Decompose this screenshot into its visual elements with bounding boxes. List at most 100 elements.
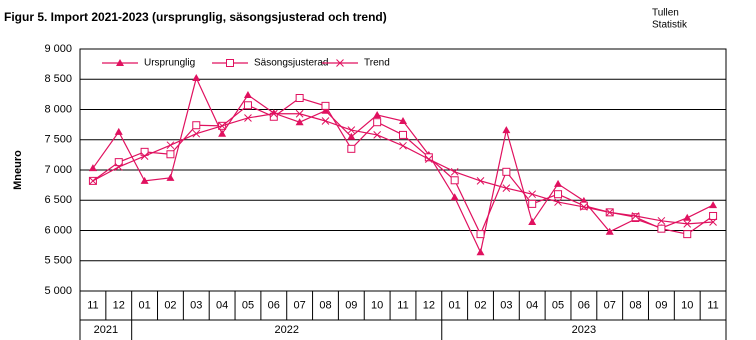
data-point: [347, 132, 356, 140]
data-point: [166, 150, 175, 159]
data-point: [502, 184, 511, 193]
data-point: [321, 101, 330, 110]
data-point: [450, 176, 459, 185]
legend-label: Ursprunglig: [144, 58, 195, 69]
data-point: [373, 118, 382, 127]
y-tick-label: 5 000: [44, 285, 72, 297]
x-tick-label: 11: [87, 299, 98, 311]
data-point: [502, 126, 511, 134]
x-tick-label: 03: [190, 299, 202, 311]
source: Tullen: [652, 8, 679, 19]
data-point: [140, 147, 149, 156]
data-point: [166, 173, 175, 181]
x-tick-label: 05: [552, 299, 564, 311]
x-tick-label: 12: [113, 299, 125, 311]
series-line: [92, 113, 714, 225]
data-point: [399, 130, 407, 139]
x-tick-label: 07: [604, 299, 616, 311]
y-tick-label: 6 000: [44, 224, 72, 236]
x-tick-label: 09: [345, 299, 357, 311]
x-tick-label: 06: [268, 299, 280, 311]
data-point: [244, 114, 252, 122]
data-point: [88, 164, 97, 172]
data-point: [89, 177, 97, 185]
x-tick-label: 02: [474, 299, 486, 311]
data-point: [192, 129, 201, 138]
y-tick-label: 6 500: [44, 194, 72, 206]
data-point: [683, 230, 692, 239]
data-point: [580, 203, 588, 211]
year-label: 2022: [274, 324, 298, 336]
x-tick-label: 12: [423, 299, 435, 311]
data-point: [683, 213, 692, 221]
data-point: [605, 208, 614, 217]
x-tick-label: 01: [449, 299, 461, 311]
x-tick-label: 05: [242, 299, 254, 311]
data-point: [657, 224, 666, 233]
data-point: [399, 141, 407, 150]
data-point: [373, 131, 382, 139]
data-point: [373, 110, 382, 118]
y-tick-label: 9 000: [44, 43, 72, 55]
x-tick-label: 10: [371, 299, 383, 311]
legend-marker: [226, 59, 234, 67]
y-tick-label: 7 500: [44, 134, 72, 146]
data-point: [424, 155, 433, 163]
y-tick-label: 7 000: [44, 164, 72, 176]
x-tick-label: 08: [629, 299, 641, 311]
data-point: [605, 227, 614, 235]
data-point: [554, 179, 563, 187]
data-point: [347, 144, 356, 153]
data-point: [631, 212, 640, 220]
data-point: [321, 117, 330, 125]
data-point: [450, 167, 459, 176]
x-tick-label: 06: [578, 299, 590, 311]
data-point: [166, 141, 175, 150]
data-point: [657, 216, 666, 225]
y-tick-label: 8 500: [44, 73, 72, 85]
series-line: [92, 76, 714, 255]
x-tick-label: 11: [707, 299, 718, 311]
data-point: [114, 163, 123, 171]
source: Statistik: [652, 20, 688, 31]
data-point: [269, 109, 278, 118]
data-point: [114, 127, 123, 135]
data-point: [579, 201, 588, 210]
legend-marker: [336, 59, 344, 67]
x-tick-label: 08: [319, 299, 331, 311]
x-tick-label: 03: [500, 299, 512, 311]
data-point: [192, 74, 201, 82]
x-tick-label: 09: [655, 299, 667, 311]
data-point: [528, 190, 537, 199]
data-point: [631, 213, 640, 222]
x-tick-label: 01: [138, 299, 150, 311]
data-point: [709, 218, 717, 226]
data-point: [528, 199, 537, 208]
data-point: [295, 109, 304, 118]
data-point: [476, 177, 485, 185]
data-point: [140, 152, 149, 160]
legend-label: Trend: [364, 58, 390, 69]
data-point: [554, 190, 563, 199]
x-tick-label: 04: [526, 299, 538, 311]
data-point: [192, 121, 201, 130]
data-point: [243, 90, 252, 98]
y-axis-label: Mneuro: [12, 150, 24, 190]
year-label: 2021: [94, 324, 118, 336]
chart-title: Figur 5. Import 2021-2023 (ursprunglig, …: [4, 10, 387, 24]
data-point: [683, 219, 692, 228]
legend-marker: [116, 59, 124, 66]
x-tick-label: 04: [216, 299, 228, 311]
data-point: [347, 126, 356, 134]
y-tick-label: 5 500: [44, 255, 72, 267]
year-label: 2023: [572, 324, 596, 336]
data-point: [476, 230, 485, 239]
data-point: [218, 129, 227, 137]
legend-label: Säsongsjusterad: [254, 58, 329, 69]
data-point: [114, 158, 123, 167]
data-point: [709, 211, 718, 220]
data-point: [502, 167, 511, 176]
x-tick-label: 07: [294, 299, 306, 311]
data-point: [709, 201, 718, 209]
